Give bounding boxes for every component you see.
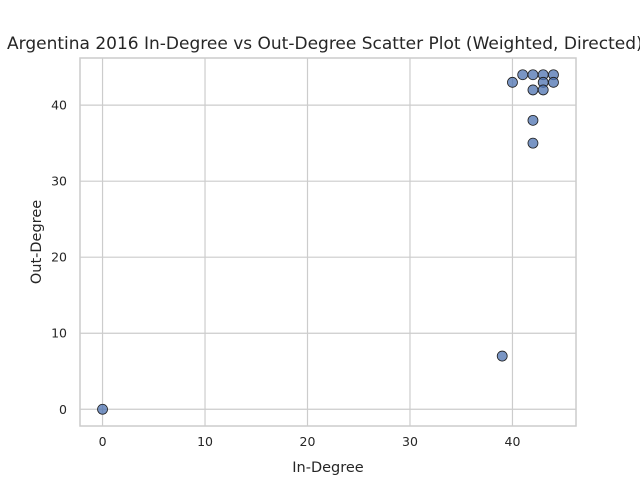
tick-labels: 0 10 20 30 40 0 10 20 30 40 [51,98,520,449]
data-point [537,84,549,96]
grid [80,58,576,426]
data-point [527,69,539,81]
x-tick-label: 0 [99,434,107,449]
x-tick-label: 10 [197,434,213,449]
x-axis-label: In-Degree [292,460,364,476]
x-tick-label: 20 [300,434,316,449]
data-points [97,69,559,415]
data-point [548,76,559,88]
data-point [507,76,518,88]
data-point [527,84,539,96]
x-tick-label: 40 [505,434,521,449]
plot-frame [79,57,577,427]
x-tick-label: 30 [402,434,418,449]
chart-title: Argentina 2016 In-Degree vs Out-Degree S… [7,34,640,54]
y-tick-label: 0 [59,402,67,417]
data-point [97,403,108,415]
data-point [517,69,529,81]
data-point [527,114,539,126]
y-tick-label: 40 [51,98,67,113]
data-point [496,350,508,362]
y-tick-label: 30 [51,174,67,189]
y-tick-label: 10 [51,326,67,341]
y-tick-label: 20 [51,250,67,265]
data-point [527,137,539,149]
y-axis-label: Out-Degree [29,200,45,284]
